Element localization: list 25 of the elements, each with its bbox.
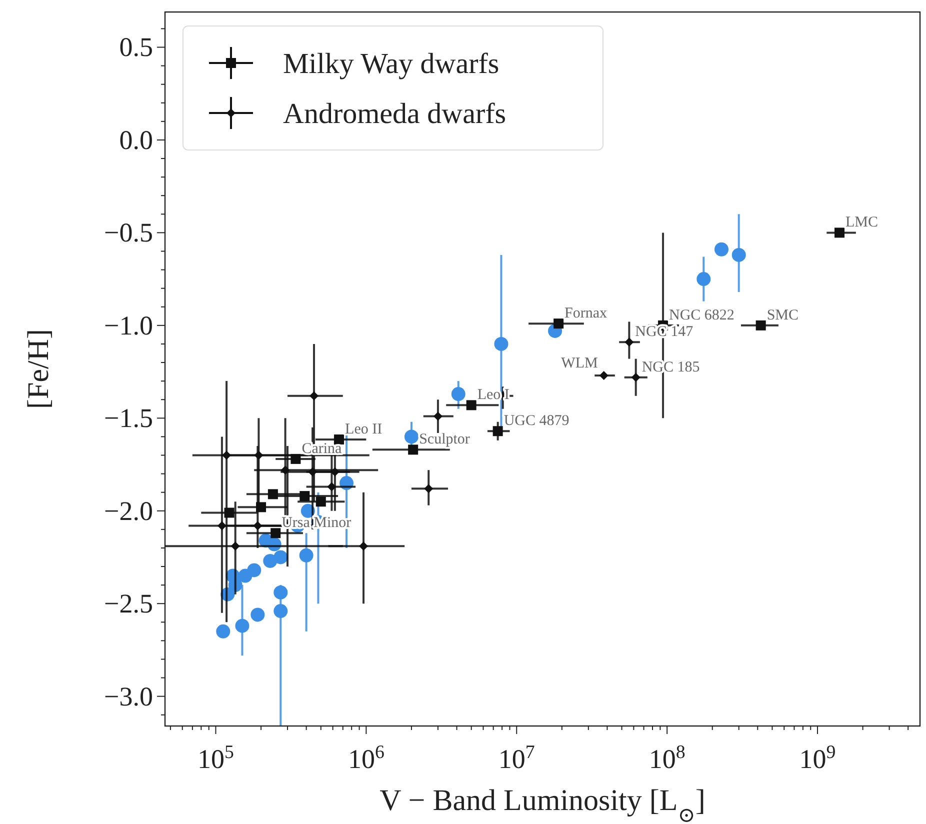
legend-label: Andromeda dwarfs — [283, 98, 506, 130]
y-tick-label: −3.0 — [104, 681, 153, 712]
legend-label: Milky Way dwarfs — [283, 48, 500, 80]
x-tick-label: 10$^{8}$ — [648, 742, 686, 774]
y-tick-label: −2.5 — [104, 588, 153, 619]
annotation: Sculptor — [419, 432, 470, 448]
annotation: NGC 6822 — [669, 307, 734, 324]
y-tick-label: −2.0 — [104, 496, 153, 526]
y-tick-label: 0.5 — [119, 32, 153, 62]
x-tick-label: 10$^{5}$ — [198, 742, 234, 774]
y-tick-label: −1.5 — [104, 403, 153, 434]
x-tick-label: 10$^{7}$ — [498, 742, 535, 774]
y-tick-label: −0.5 — [104, 218, 153, 248]
y-tick-label: 0.0 — [119, 124, 153, 155]
y-tick-label: −1.0 — [104, 310, 153, 340]
x-tick-label: 10$^{9}$ — [799, 742, 836, 774]
annotation: Fornax — [564, 306, 608, 322]
x-tick-label: 10$^{6}$ — [348, 742, 384, 774]
x-axis-title: V − Band Luminosity [L$_{⊙}$] — [380, 784, 706, 824]
annotation: WLM — [561, 355, 598, 372]
y-axis-title: [Fe/H] — [22, 329, 55, 409]
annotation: SMC — [766, 307, 799, 324]
annotation: Leo II — [345, 421, 382, 438]
annotation: UGC 4879 — [504, 413, 570, 430]
annotation: LMC — [845, 214, 878, 231]
